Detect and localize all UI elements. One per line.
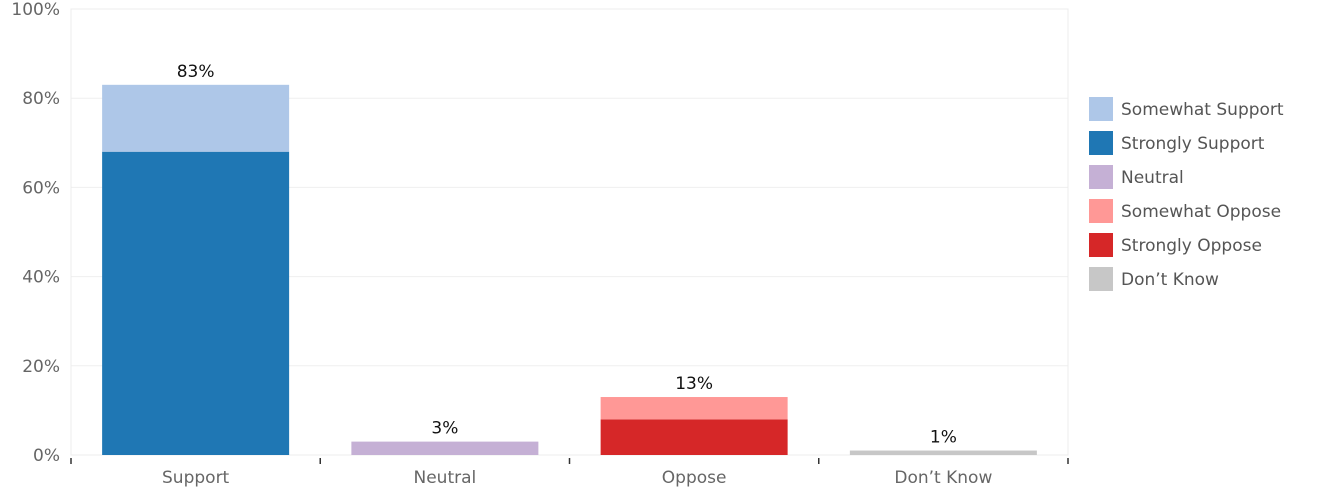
legend-label: Neutral bbox=[1121, 168, 1184, 188]
bar-segment-somewhat-support bbox=[102, 84, 290, 152]
legend-swatch bbox=[1089, 267, 1113, 291]
legend-label: Strongly Oppose bbox=[1121, 236, 1262, 256]
bar-segment-dont-know bbox=[849, 450, 1037, 455]
legend-item-strongly-oppose: Strongly Oppose bbox=[1089, 233, 1262, 257]
y-tick-label: 60% bbox=[22, 178, 60, 198]
legend-swatch bbox=[1089, 233, 1113, 257]
bar-segment-strongly-support bbox=[102, 151, 290, 455]
plot-frame bbox=[70, 8, 1069, 456]
legend-swatch bbox=[1089, 199, 1113, 223]
x-tick-label-oppose: Oppose bbox=[662, 468, 727, 488]
legend-item-neutral: Neutral bbox=[1089, 165, 1184, 189]
legend-item-strongly-support: Strongly Support bbox=[1089, 131, 1265, 155]
bar-segment-neutral bbox=[351, 441, 539, 455]
y-tick-label: 80% bbox=[22, 89, 60, 109]
bar-segment-strongly-oppose bbox=[600, 419, 788, 455]
data-labels: 83% 3% 13% 1% bbox=[177, 62, 957, 448]
y-tick-label: 20% bbox=[22, 357, 60, 377]
legend-item-somewhat-oppose: Somewhat Oppose bbox=[1089, 199, 1281, 223]
legend-label: Don’t Know bbox=[1121, 270, 1219, 290]
legend-label: Somewhat Oppose bbox=[1121, 202, 1281, 222]
bars bbox=[102, 84, 1037, 455]
y-tick-label: 40% bbox=[22, 268, 60, 288]
x-tick-label-neutral: Neutral bbox=[414, 468, 477, 488]
legend-swatch bbox=[1089, 97, 1113, 121]
legend: Somewhat Support Strongly Support Neutral S… bbox=[1089, 97, 1284, 291]
data-label-oppose: 13% bbox=[675, 374, 713, 394]
bar-segment-somewhat-oppose bbox=[600, 397, 788, 420]
legend-item-dont-know: Don’t Know bbox=[1089, 267, 1219, 291]
y-tick-label: 0% bbox=[33, 446, 60, 466]
x-axis: Support Neutral Oppose Don’t Know bbox=[70, 458, 1069, 488]
x-tick-label-dont-know: Don’t Know bbox=[894, 468, 992, 488]
data-label-dont-know: 1% bbox=[930, 428, 957, 448]
x-tick-label-support: Support bbox=[162, 468, 230, 488]
legend-swatch bbox=[1089, 165, 1113, 189]
legend-label: Strongly Support bbox=[1121, 134, 1265, 154]
legend-swatch bbox=[1089, 131, 1113, 155]
y-tick-label: 100% bbox=[11, 0, 60, 20]
data-label-support: 83% bbox=[177, 62, 215, 82]
y-axis: 0% 20% 40% 60% 80% 100% bbox=[11, 0, 60, 466]
data-label-neutral: 3% bbox=[431, 419, 458, 439]
legend-item-somewhat-support: Somewhat Support bbox=[1089, 97, 1284, 121]
legend-label: Somewhat Support bbox=[1121, 100, 1284, 120]
